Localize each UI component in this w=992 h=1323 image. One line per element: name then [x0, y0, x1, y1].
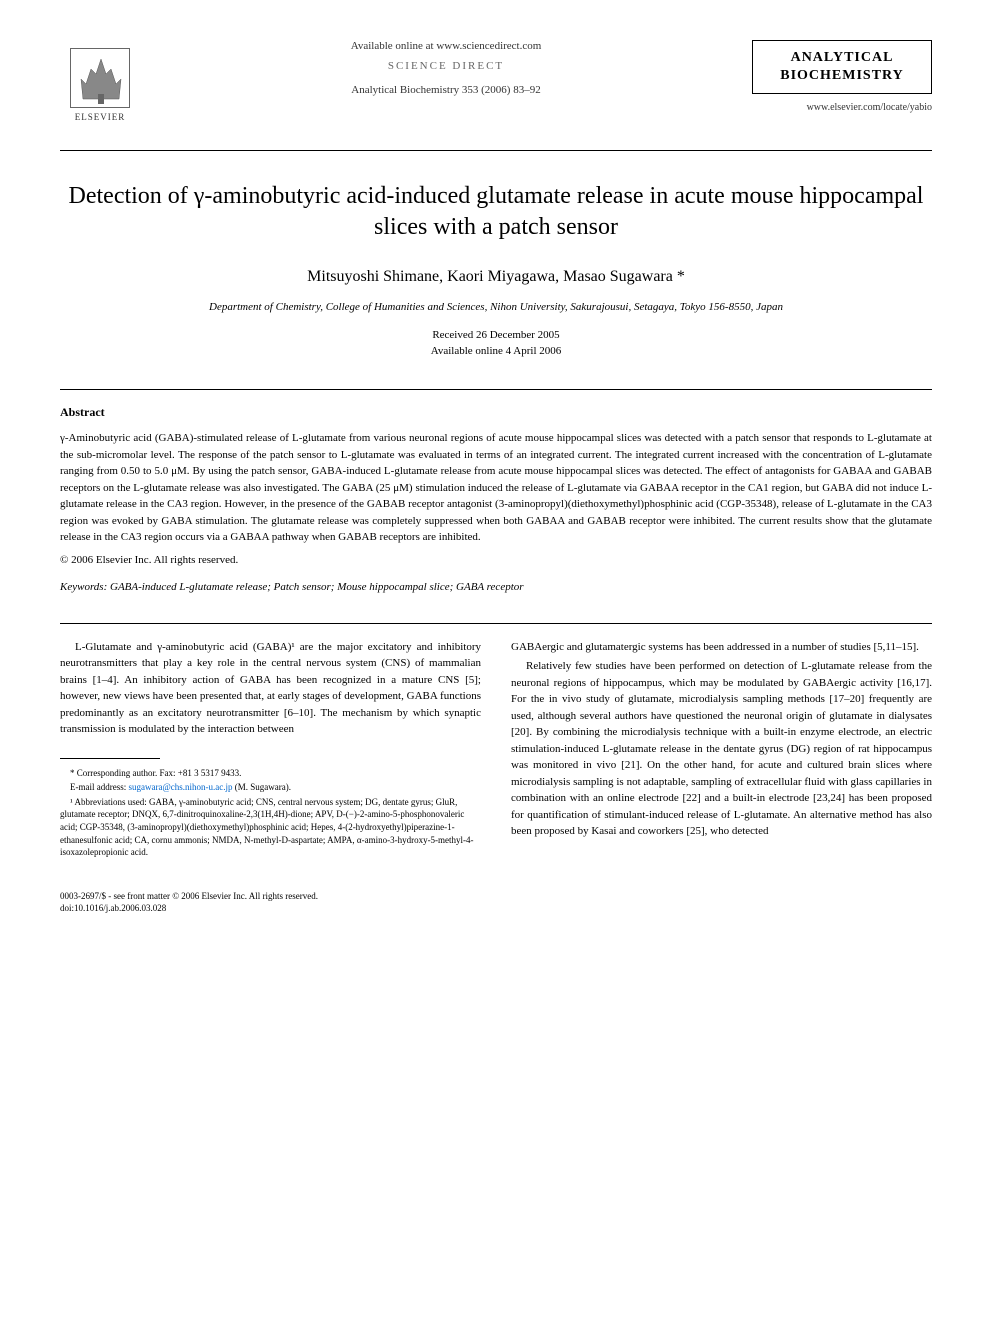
- email-link[interactable]: sugawara@chs.nihon-u.ac.jp: [128, 782, 232, 792]
- journal-url: www.elsevier.com/locate/yabio: [752, 102, 932, 113]
- abstract-heading: Abstract: [60, 405, 932, 420]
- body-paragraph-1: L-Glutamate and γ-aminobutyric acid (GAB…: [60, 639, 481, 738]
- body-paragraph-3: Relatively few studies have been perform…: [511, 658, 932, 840]
- journal-citation: Analytical Biochemistry 353 (2006) 83–92: [160, 84, 732, 96]
- left-column: L-Glutamate and γ-aminobutyric acid (GAB…: [60, 639, 481, 861]
- abstract-text: γ-Aminobutyric acid (GABA)-stimulated re…: [60, 430, 932, 546]
- page-header: ELSEVIER Available online at www.science…: [60, 40, 932, 130]
- abbrev-label: ¹ Abbreviations used:: [70, 797, 147, 807]
- doi-line: doi:10.1016/j.ab.2006.03.028: [60, 903, 932, 915]
- email-author: (M. Sugawara).: [235, 782, 291, 792]
- received-date: Received 26 December 2005: [60, 328, 932, 343]
- header-divider: [60, 150, 932, 151]
- abstract-top-divider: [60, 389, 932, 390]
- footer-info: 0003-2697/$ - see front matter © 2006 El…: [60, 891, 932, 914]
- elsevier-logo: ELSEVIER: [60, 40, 140, 130]
- email-label: E-mail address:: [70, 782, 126, 792]
- keywords-text: GABA-induced L-glutamate release; Patch …: [110, 581, 524, 593]
- elsevier-text: ELSEVIER: [75, 112, 126, 122]
- article-dates: Received 26 December 2005 Available onli…: [60, 328, 932, 359]
- elsevier-tree-icon: [70, 48, 130, 108]
- footnotes: * Corresponding author. Fax: +81 3 5317 …: [60, 767, 481, 859]
- email-footnote: E-mail address: sugawara@chs.nihon-u.ac.…: [60, 781, 481, 794]
- issn-line: 0003-2697/$ - see front matter © 2006 El…: [60, 891, 932, 903]
- available-date: Available online 4 April 2006: [60, 344, 932, 359]
- body-paragraph-2: GABAergic and glutamatergic systems has …: [511, 639, 932, 656]
- abstract-bottom-divider: [60, 623, 932, 624]
- right-column: GABAergic and glutamatergic systems has …: [511, 639, 932, 861]
- abbreviations-footnote: ¹ Abbreviations used: GABA, γ-aminobutyr…: [60, 796, 481, 859]
- journal-box-container: ANALYTICAL BIOCHEMISTRY www.elsevier.com…: [752, 40, 932, 113]
- keywords-label: Keywords:: [60, 581, 107, 593]
- affiliation: Department of Chemistry, College of Huma…: [60, 301, 932, 313]
- corresponding-author-footnote: * Corresponding author. Fax: +81 3 5317 …: [60, 767, 481, 780]
- available-online-text: Available online at www.sciencedirect.co…: [160, 40, 732, 52]
- body-columns: L-Glutamate and γ-aminobutyric acid (GAB…: [60, 639, 932, 861]
- keywords-row: Keywords: GABA-induced L-glutamate relea…: [60, 581, 932, 593]
- science-direct-logo: SCIENCE DIRECT: [160, 60, 732, 72]
- abstract-copyright: © 2006 Elsevier Inc. All rights reserved…: [60, 554, 932, 566]
- footnote-divider: [60, 758, 160, 759]
- article-title: Detection of γ-aminobutyric acid-induced…: [60, 181, 932, 243]
- journal-name-box: ANALYTICAL BIOCHEMISTRY: [752, 40, 932, 94]
- journal-name-line1: ANALYTICAL: [765, 49, 919, 67]
- center-header: Available online at www.sciencedirect.co…: [140, 40, 752, 96]
- journal-name-line2: BIOCHEMISTRY: [765, 67, 919, 85]
- authors: Mitsuyoshi Shimane, Kaori Miyagawa, Masa…: [60, 268, 932, 286]
